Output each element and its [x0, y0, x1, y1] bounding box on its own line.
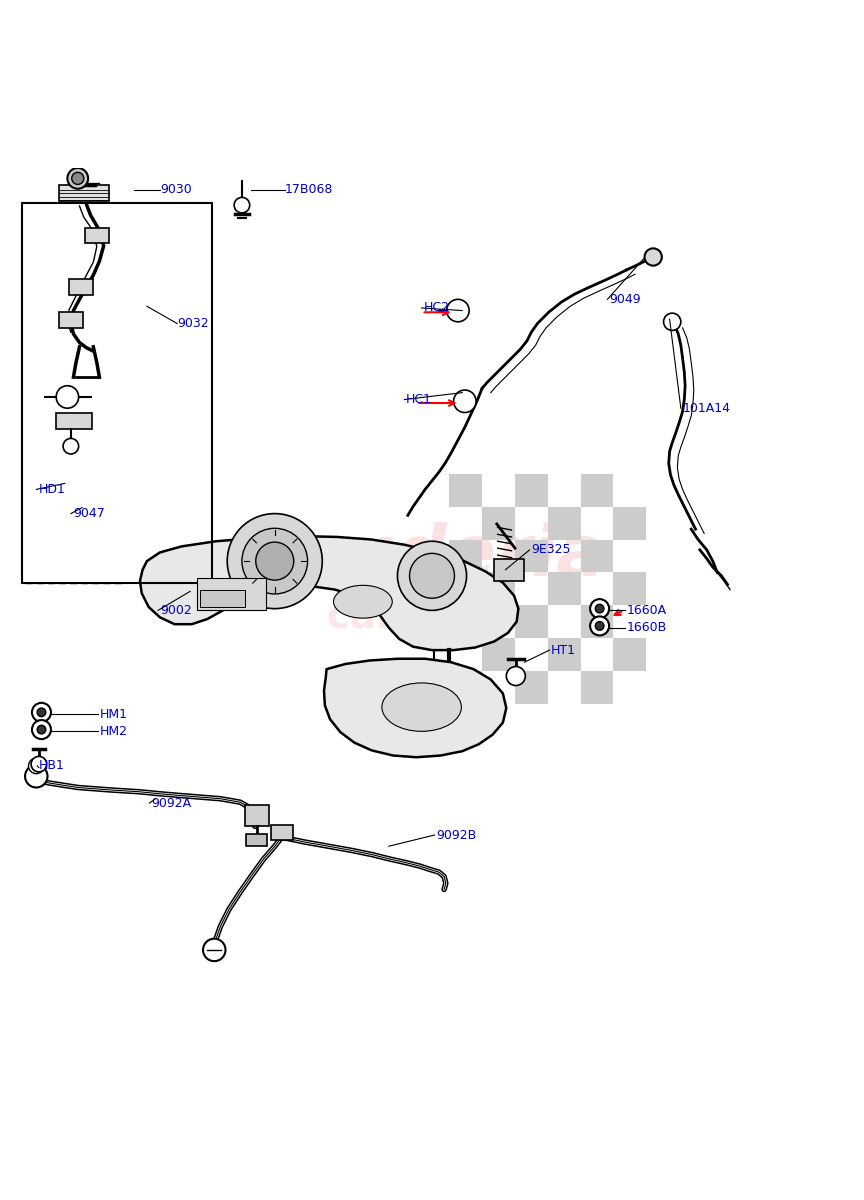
Text: car  parts: car parts — [327, 599, 537, 636]
Bar — [494, 559, 524, 581]
Text: 17B068: 17B068 — [285, 184, 334, 196]
Text: HC1: HC1 — [406, 394, 432, 406]
Bar — [482, 572, 515, 605]
Bar — [482, 638, 515, 671]
Circle shape — [67, 168, 88, 188]
Circle shape — [37, 708, 46, 716]
Circle shape — [590, 599, 609, 618]
Bar — [271, 824, 293, 840]
Bar — [515, 474, 548, 506]
Bar — [581, 540, 613, 572]
Text: 1660A: 1660A — [626, 604, 666, 617]
Bar — [59, 312, 83, 328]
Bar — [482, 506, 515, 540]
Bar — [581, 671, 613, 703]
Circle shape — [29, 758, 44, 774]
Circle shape — [595, 622, 604, 630]
Bar — [613, 638, 646, 671]
Circle shape — [227, 514, 322, 608]
Circle shape — [447, 299, 469, 322]
Bar — [85, 228, 109, 244]
Circle shape — [397, 541, 467, 611]
Bar — [515, 540, 548, 572]
Bar — [515, 605, 548, 638]
Bar — [548, 638, 581, 671]
Bar — [515, 671, 548, 703]
Circle shape — [31, 756, 47, 772]
Bar — [69, 280, 93, 295]
Circle shape — [256, 542, 294, 580]
Text: HM2: HM2 — [99, 725, 127, 738]
Bar — [449, 540, 482, 572]
Text: 9032: 9032 — [177, 317, 209, 330]
Text: 9E325: 9E325 — [531, 544, 571, 557]
Bar — [581, 474, 613, 506]
Bar — [548, 506, 581, 540]
Bar — [449, 474, 482, 506]
Circle shape — [72, 173, 84, 185]
Circle shape — [242, 528, 308, 594]
Text: scuderia: scuderia — [258, 522, 606, 592]
Text: HC2: HC2 — [423, 301, 449, 314]
Text: HT1: HT1 — [551, 643, 576, 656]
Polygon shape — [324, 659, 506, 757]
Bar — [449, 605, 482, 638]
Bar — [245, 805, 269, 827]
Bar — [59, 185, 109, 200]
Text: 9002: 9002 — [160, 604, 192, 617]
Text: HB1: HB1 — [39, 760, 65, 773]
Circle shape — [63, 438, 79, 454]
Text: 1660B: 1660B — [626, 622, 667, 634]
Circle shape — [595, 605, 604, 613]
Text: 9092A: 9092A — [151, 797, 191, 810]
Text: 9030: 9030 — [160, 184, 192, 196]
Text: 9092B: 9092B — [436, 828, 477, 841]
Circle shape — [25, 766, 48, 787]
Bar — [246, 834, 267, 846]
Text: 9049: 9049 — [609, 293, 641, 306]
Circle shape — [506, 666, 525, 685]
Bar — [197, 577, 266, 611]
Bar — [449, 671, 482, 703]
Polygon shape — [140, 536, 518, 650]
Circle shape — [32, 703, 51, 722]
Ellipse shape — [334, 586, 392, 618]
Circle shape — [203, 938, 226, 961]
Circle shape — [410, 553, 454, 599]
Circle shape — [645, 248, 662, 265]
Ellipse shape — [382, 683, 461, 731]
Text: 9047: 9047 — [73, 508, 105, 520]
Circle shape — [32, 720, 51, 739]
Circle shape — [56, 385, 79, 408]
Text: 101A14: 101A14 — [683, 402, 731, 415]
Bar — [56, 413, 92, 428]
Bar — [613, 506, 646, 540]
Bar — [613, 572, 646, 605]
Text: HD1: HD1 — [39, 482, 66, 496]
Circle shape — [37, 725, 46, 734]
Circle shape — [590, 617, 609, 636]
Bar — [548, 572, 581, 605]
Text: HM1: HM1 — [99, 708, 127, 720]
Circle shape — [664, 313, 681, 330]
Circle shape — [454, 390, 476, 413]
Bar — [22, 203, 212, 583]
Circle shape — [234, 197, 250, 212]
Bar — [200, 589, 245, 607]
Bar — [581, 605, 613, 638]
